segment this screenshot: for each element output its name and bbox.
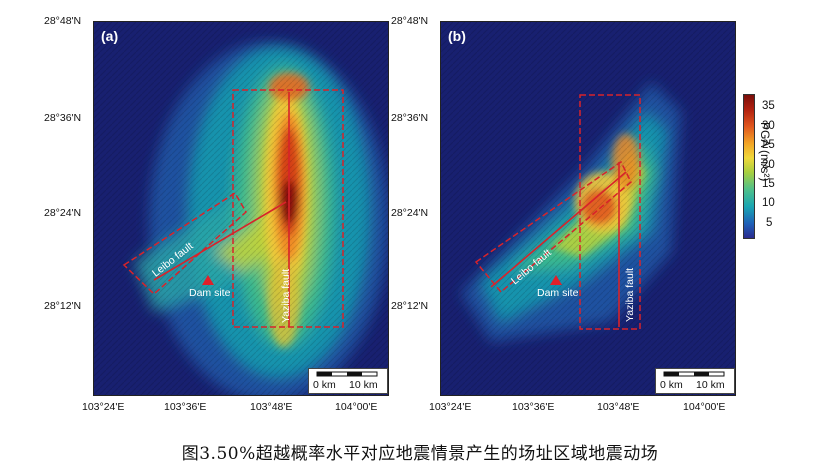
colorbar-tick-30: 30 [762, 120, 775, 132]
scale-ten-b: 10 km [696, 379, 725, 391]
lon-tick-a-1: 103°36'E [164, 401, 207, 413]
colorbar-tick-25: 25 [762, 139, 775, 151]
pga-field-b [441, 22, 735, 395]
panel-letter-b: (b) [448, 28, 466, 44]
lat-tick-a-0: 28°48'N [44, 15, 82, 27]
map-a: (a) Leibo fault Yaziba fault Dam site 0 … [93, 21, 389, 396]
dam-site-marker-b [550, 275, 562, 285]
colorbar-tick-15: 15 [762, 178, 775, 190]
lat-tick-a-3: 28°12'N [44, 300, 82, 312]
lon-tick-b-1: 103°36'E [512, 401, 555, 413]
colorbar-tick-20: 20 [762, 159, 775, 171]
leibo-fault-zone-b [474, 160, 632, 294]
yaziba-fault-label-a: Yaziba fault [280, 268, 292, 323]
colorbar-tick-10: 10 [762, 197, 775, 209]
lat-tick-b-1: 28°36'N [391, 112, 429, 124]
lon-tick-a-2: 103°48'E [250, 401, 293, 413]
scale-bar-b: 0 km 10 km [655, 368, 735, 394]
lat-tick-a-1: 28°36'N [44, 112, 82, 124]
leibo-fault-line-b [490, 171, 627, 288]
lon-tick-b-3: 104°00'E [683, 401, 726, 413]
scale-zero-a: 0 km [313, 379, 336, 391]
figure-caption: 图3.50%超越概率水平对应地震情景产生的场址区域地震动场 [181, 444, 659, 464]
lat-tick-b-3: 28°12'N [391, 300, 429, 312]
yaziba-fault-zone-a [232, 89, 344, 328]
dam-site-label-b: Dam site [537, 287, 579, 299]
lat-tick-b-0: 28°48'N [391, 15, 429, 27]
leibo-fault-line-a [153, 201, 287, 281]
leibo-fault-zone-a [122, 191, 247, 296]
scale-ten-a: 10 km [349, 379, 378, 391]
scale-bar-a: 0 km 10 km [308, 368, 388, 394]
dam-site-marker-a [202, 275, 214, 285]
dam-site-label-a: Dam site [189, 287, 231, 299]
lon-tick-a-3: 104°00'E [335, 401, 378, 413]
lon-tick-b-0: 103°24'E [429, 401, 472, 413]
colorbar-tick-5: 5 [766, 217, 773, 229]
pga-colorbar [743, 94, 755, 239]
lat-tick-b-2: 28°24'N [391, 207, 429, 219]
lat-tick-a-2: 28°24'N [44, 207, 82, 219]
colorbar-title: PGA (m/s²) [758, 122, 772, 182]
colorbar-tick-35: 35 [762, 100, 775, 112]
yaziba-fault-label-b: Yaziba fault [624, 267, 636, 322]
panel-letter-a: (a) [101, 28, 119, 44]
pga-field-a [94, 22, 388, 395]
scale-zero-b: 0 km [660, 379, 683, 391]
lon-tick-a-0: 103°24'E [82, 401, 125, 413]
lon-tick-b-2: 103°48'E [597, 401, 640, 413]
map-b: (b) Leibo fault Yaziba fault Dam site 0 … [440, 21, 736, 396]
